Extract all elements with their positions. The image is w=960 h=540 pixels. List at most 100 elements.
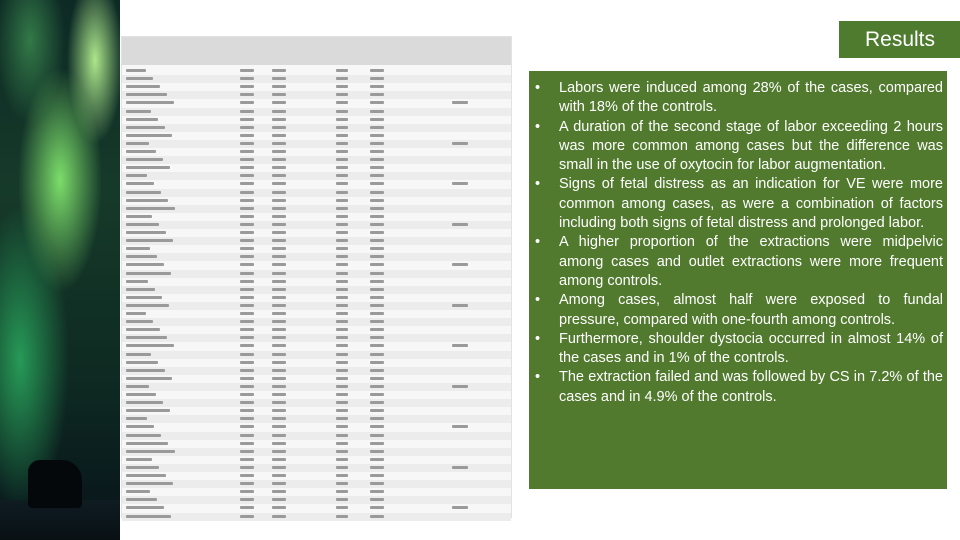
bullet-glyph: •	[535, 369, 541, 386]
table-cell	[272, 174, 286, 178]
table-row	[122, 261, 511, 269]
table-cell	[336, 190, 348, 194]
table-cell	[240, 344, 254, 348]
table-row	[122, 463, 511, 472]
table-cell	[240, 401, 254, 405]
table-cell	[126, 85, 160, 89]
table-cell	[126, 206, 175, 210]
table-row	[122, 366, 511, 375]
table-cell	[126, 303, 169, 307]
table-cell	[336, 368, 348, 372]
result-bullet: • Signs of fetal distress as an indicati…	[535, 175, 943, 233]
table-cell	[336, 117, 348, 121]
table-cell	[126, 449, 175, 453]
table-cell	[126, 287, 155, 291]
table-cell	[370, 417, 384, 421]
data-table-image	[121, 36, 512, 521]
table-cell	[336, 255, 348, 259]
table-cell	[240, 255, 254, 259]
table-cell	[272, 433, 286, 437]
table-cell	[370, 77, 384, 81]
table-cell	[126, 417, 147, 421]
result-bullet: • Labors were induced among 28% of the ca…	[535, 79, 943, 118]
table-cell	[336, 457, 348, 461]
table-cell	[126, 231, 166, 234]
table-cell	[336, 182, 348, 186]
table-row	[122, 326, 511, 334]
table-cell	[126, 141, 149, 145]
table-row	[122, 220, 511, 229]
table-cell	[126, 166, 170, 170]
table-cell	[370, 247, 384, 251]
table-cell	[370, 320, 384, 324]
table-cell	[370, 93, 384, 97]
table-row	[122, 116, 511, 124]
table-cell	[336, 206, 348, 210]
table-cell	[272, 360, 286, 364]
table-cell	[272, 474, 286, 477]
table-cell	[240, 190, 254, 194]
table-row	[122, 75, 511, 84]
table-row	[122, 123, 511, 132]
table-row	[122, 334, 511, 343]
table-cell	[272, 239, 286, 243]
bullet-glyph: •	[535, 80, 541, 96]
table-cell	[336, 198, 348, 202]
table-cell	[126, 190, 161, 194]
table-cell	[126, 101, 174, 105]
table-cell	[240, 482, 254, 486]
table-cell	[272, 150, 286, 153]
table-cell	[272, 352, 286, 356]
table-cell	[240, 133, 254, 137]
table-row	[122, 148, 511, 156]
table-cell	[370, 393, 384, 396]
table-cell	[126, 69, 146, 72]
table-cell	[272, 198, 286, 202]
table-cell	[370, 409, 384, 413]
table-row	[122, 391, 511, 399]
table-cell	[126, 336, 167, 340]
table-cell	[336, 150, 348, 153]
table-cell	[240, 368, 254, 372]
table-cell	[336, 336, 348, 340]
table-row	[122, 229, 511, 237]
table-cell	[240, 77, 254, 81]
table-cell	[240, 393, 254, 396]
table-cell	[272, 328, 286, 332]
table-cell	[336, 125, 348, 129]
table-cell	[126, 222, 159, 226]
table-cell	[336, 271, 348, 275]
table-cell	[272, 498, 286, 502]
table-cell	[240, 174, 254, 178]
table-cell	[126, 474, 166, 477]
table-row	[122, 245, 511, 253]
bullet-glyph: •	[535, 118, 541, 135]
table-cell	[240, 247, 254, 251]
table-cell	[126, 214, 152, 218]
table-cell	[370, 482, 384, 486]
table-cell	[370, 117, 384, 121]
table-cell	[370, 133, 384, 137]
table-cell	[240, 490, 254, 494]
table-cell	[272, 279, 286, 283]
table-cell	[370, 198, 384, 202]
table-cell	[370, 368, 384, 372]
table-cell	[336, 376, 348, 380]
table-cell	[370, 384, 384, 388]
table-cell	[272, 271, 286, 275]
table-cell	[240, 352, 254, 356]
table-cell	[272, 85, 286, 89]
table-cell	[272, 449, 286, 453]
result-bullet: • Among cases, almost half were exposed t…	[535, 291, 943, 330]
table-cell	[336, 174, 348, 178]
table-cell	[240, 263, 254, 267]
table-cell	[370, 490, 384, 494]
table-cell	[370, 295, 384, 299]
table-cell	[240, 85, 254, 89]
table-cell	[370, 376, 384, 380]
table-cell	[272, 214, 286, 218]
table-cell	[336, 393, 348, 396]
table-cell	[126, 425, 154, 429]
table-cell	[336, 433, 348, 437]
table-cell	[336, 214, 348, 218]
